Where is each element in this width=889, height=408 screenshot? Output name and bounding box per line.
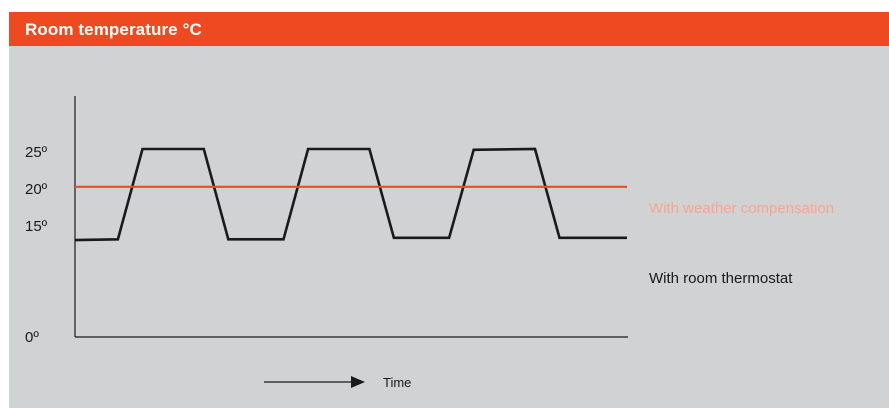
chart-title: Room temperature °C bbox=[25, 20, 202, 39]
series-line-room-thermostat bbox=[74, 147, 627, 242]
y-tick-label-15: 15º bbox=[25, 218, 48, 235]
time-arrow-head bbox=[351, 376, 365, 388]
temperature-chart: 0º 15º 20º 25º With weather compensation With… bbox=[25, 96, 834, 390]
series-label-weather-compensation: With weather compensation bbox=[649, 200, 834, 217]
y-tick-label-0: 0º bbox=[25, 329, 39, 346]
x-axis-label: Time bbox=[383, 375, 411, 390]
series-label-room-thermostat: With room thermostat bbox=[649, 270, 793, 287]
y-tick-label-20: 20º bbox=[25, 181, 48, 198]
chart-panel: Room temperature °C 0º 15º 20º 25º With weat… bbox=[9, 12, 889, 408]
chart-header: Room temperature °C bbox=[9, 12, 889, 46]
y-tick-label-25: 25º bbox=[25, 144, 48, 161]
